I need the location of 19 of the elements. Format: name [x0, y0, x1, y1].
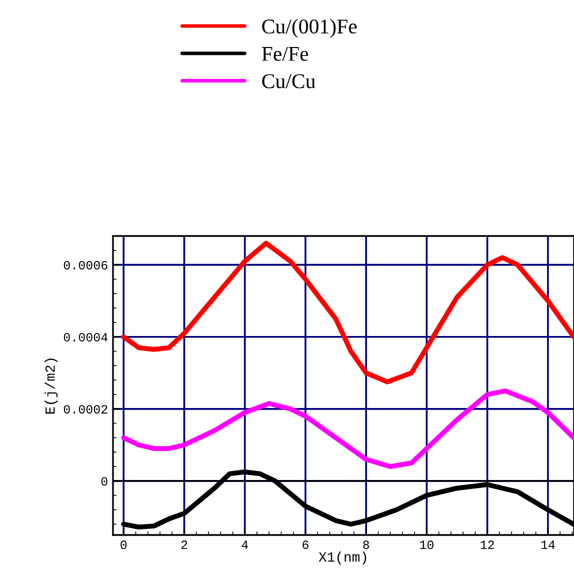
x-tick-label: 6	[302, 540, 308, 550]
legend-label: Cu/(001)Fe	[262, 18, 357, 38]
x-tick-label: 10	[420, 540, 434, 550]
x-tick-label: 0	[120, 540, 127, 550]
y-tick-label: 0.0004	[64, 333, 108, 342]
y-tick-label: 0.0002	[64, 405, 108, 414]
y-tick-label: 0.0006	[64, 260, 108, 270]
x-tick-label: 2	[181, 540, 188, 549]
x-tick-label: 14	[541, 540, 555, 549]
x-tick-label: 12	[480, 540, 494, 549]
legend-label: Fe/Fe	[262, 46, 308, 61]
y-axis-title: E(j/m2)	[44, 358, 58, 414]
line-series	[121, 388, 574, 469]
legend-label: Cu/Cu	[262, 74, 316, 88]
y-tick-label: 0	[101, 477, 108, 486]
x-tick-label: 4	[242, 540, 248, 549]
x-axis-title: X1(nm)	[318, 552, 366, 564]
line-series	[121, 240, 574, 384]
x-tick-label: 8	[363, 540, 370, 550]
